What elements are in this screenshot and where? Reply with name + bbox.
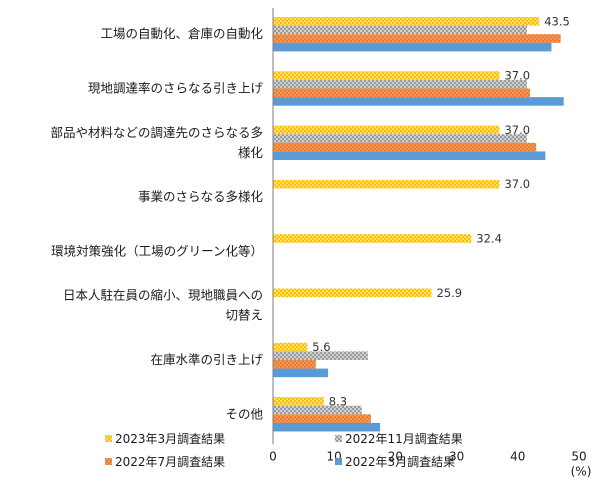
bar-7-series-2: [273, 351, 368, 360]
category-label-6: 切替え: [225, 308, 263, 323]
x-tick-label: 30: [449, 449, 464, 463]
x-axis-ticks: 0 10 20 30 40 50: [269, 449, 586, 463]
bar-2-series-2: [273, 79, 527, 89]
legend-swatch-2: [335, 435, 342, 442]
data-label-4: 37.0: [504, 177, 530, 191]
category-label-6: 日本人駐在員の縮小、現地職員への: [63, 288, 263, 303]
bar-2-series-4: [273, 97, 564, 106]
legend-swatch-1: [105, 435, 112, 442]
category-label-7: 在庫水準の引き上げ: [150, 352, 263, 367]
x-tick-label: 0: [269, 449, 277, 463]
bar-7-series-1: [273, 342, 308, 352]
category-label-3: 部品や材料などの調達先のさらなる多: [50, 125, 263, 140]
data-label-2: 37.0: [504, 69, 530, 83]
category-label-4: 事業のさらなる多様化: [138, 189, 264, 204]
bar-1-series-2: [273, 25, 527, 35]
legend-label-3: 2022年7月調査結果: [115, 455, 225, 469]
bar-8-series-3: [273, 414, 371, 423]
bar-3-series-2: [273, 134, 527, 143]
bar-8-series-2: [273, 405, 362, 415]
bars: [273, 17, 564, 432]
bar-8-series-1: [273, 397, 324, 406]
data-label-7: 5.6: [312, 340, 330, 354]
x-axis-unit-label: (%): [571, 464, 592, 478]
bar-2-series-1: [273, 71, 500, 80]
bar-1-series-4: [273, 42, 552, 52]
category-label-8: その他: [225, 406, 263, 421]
bar-2-series-3: [273, 88, 531, 98]
data-label-6: 25.9: [437, 286, 463, 300]
x-tick-label: 50: [571, 449, 586, 463]
bar-8-series-4: [273, 422, 381, 432]
bar-1-series-3: [273, 34, 561, 43]
data-labels: 43.5 37.0 37.0 37.0 32.4 25.9 5.6 8.3: [312, 14, 570, 408]
legend-label-2: 2022年11月調査結果: [345, 432, 463, 446]
bar-7-series-3: [273, 360, 316, 369]
x-tick-label: 20: [388, 449, 403, 463]
data-label-1: 43.5: [544, 14, 570, 28]
category-label-1: 工場の自動化、倉庫の自動化: [100, 26, 263, 41]
bar-3-series-1: [273, 125, 500, 135]
bar-4-series-1: [273, 179, 500, 189]
legend-label-4: 2022年3月調査結果: [345, 455, 455, 469]
category-label-3: 様化: [238, 145, 264, 160]
data-label-3: 37.0: [504, 123, 530, 137]
legend-swatch-4: [335, 458, 342, 465]
bar-3-series-4: [273, 151, 546, 160]
bar-6-series-1: [273, 288, 432, 298]
category-labels: 工場の自動化、倉庫の自動化現地調達率のさらなる引き上げ部品や材料などの調達先のさ…: [50, 26, 263, 421]
category-label-5: 環境対策強化（工場のグリーン化等）: [51, 243, 263, 258]
data-label-8: 8.3: [329, 394, 347, 408]
legend: 2023年3月調査結果 2022年11月調査結果 2022年7月調査結果 2022年3…: [105, 432, 463, 469]
bar-5-series-1: [273, 234, 472, 243]
bar-3-series-3: [273, 142, 537, 152]
legend-swatch-3: [105, 458, 112, 465]
legend-label-1: 2023年3月調査結果: [115, 432, 225, 446]
bar-1-series-1: [273, 17, 540, 26]
bar-7-series-4: [273, 368, 329, 378]
category-label-2: 現地調達率のさらなる引き上げ: [88, 81, 264, 96]
data-label-5: 32.4: [476, 232, 502, 246]
x-tick-label: 40: [510, 449, 525, 463]
